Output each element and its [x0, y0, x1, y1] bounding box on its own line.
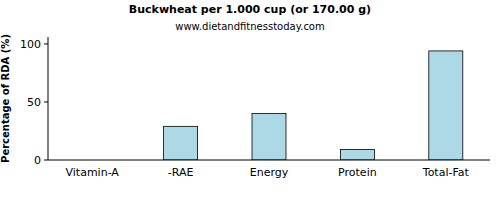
chart-svg: Buckwheat per 1.000 cup (or 170.00 g) www… — [0, 0, 500, 200]
y-tick-label: 0 — [34, 154, 41, 167]
title: Buckwheat per 1.000 cup (or 170.00 g) — [129, 3, 371, 16]
x-tick-label: Vitamin-A — [66, 166, 120, 179]
y-tick-label: 50 — [27, 96, 41, 109]
bar — [252, 114, 286, 160]
subtitle: www.dietandfitnesstoday.com — [175, 21, 324, 32]
y-tick — [44, 43, 48, 44]
bar — [164, 126, 198, 160]
chart-container: Buckwheat per 1.000 cup (or 170.00 g) www… — [0, 0, 500, 200]
bars — [164, 51, 463, 160]
y-tick-label: 100 — [20, 38, 41, 51]
bar — [340, 150, 374, 160]
x-tick-label: Protein — [338, 166, 377, 179]
y-tick — [44, 101, 48, 102]
x-axis-line — [48, 160, 490, 161]
bar — [429, 51, 463, 160]
x-tick-label: Total-Fat — [422, 166, 470, 179]
background — [0, 0, 500, 200]
y-axis-line — [48, 37, 49, 160]
y-tick — [44, 160, 48, 161]
y-axis-label: Percentage of RDA (%) — [0, 34, 11, 163]
x-tick-label: Energy — [250, 166, 289, 179]
x-tick-label: -RAE — [168, 166, 194, 179]
